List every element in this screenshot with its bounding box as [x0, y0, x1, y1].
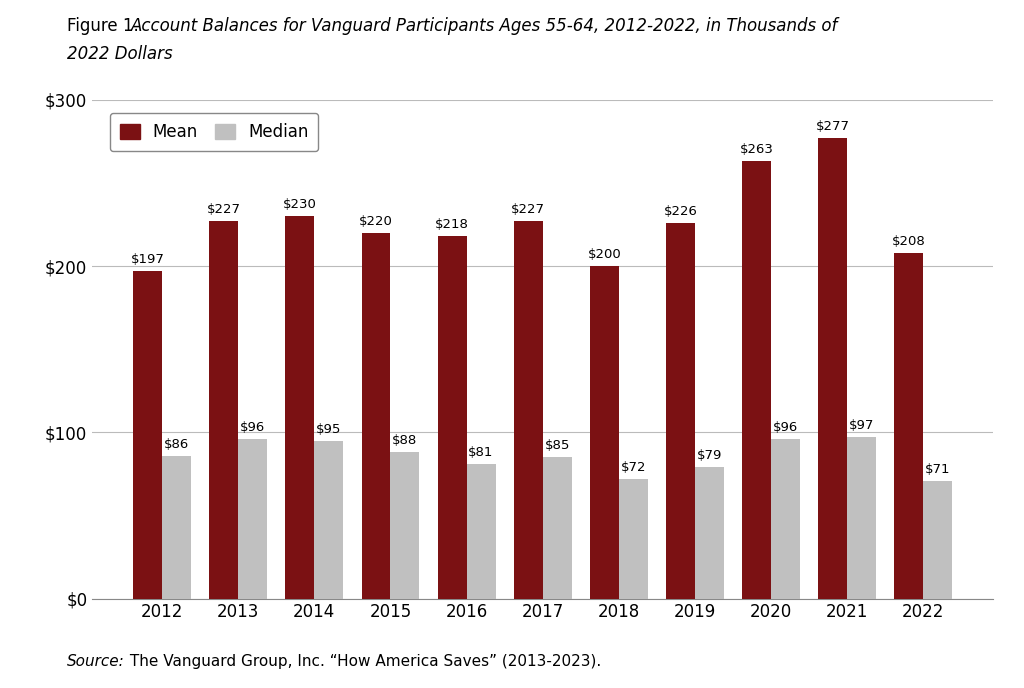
Text: $208: $208 [892, 235, 926, 248]
Bar [618, 479, 648, 599]
Legend: Mean, Median: Mean, Median [110, 113, 318, 151]
Text: $95: $95 [316, 422, 341, 436]
Bar [847, 438, 877, 599]
Bar [894, 252, 924, 599]
Text: $71: $71 [925, 462, 950, 475]
Text: $277: $277 [816, 120, 850, 133]
Bar [239, 439, 267, 599]
Bar [771, 439, 800, 599]
Text: $79: $79 [696, 449, 722, 462]
Text: $86: $86 [164, 438, 189, 451]
Text: Figure 1.: Figure 1. [67, 17, 143, 35]
Text: $96: $96 [773, 421, 799, 434]
Bar [209, 221, 239, 599]
Bar [133, 271, 162, 599]
Text: $226: $226 [664, 205, 697, 218]
Text: $85: $85 [545, 439, 570, 452]
Text: $218: $218 [435, 218, 469, 231]
Text: $97: $97 [849, 419, 874, 432]
Bar [437, 236, 467, 599]
Bar [695, 467, 724, 599]
Text: Source:: Source: [67, 654, 124, 669]
Text: $227: $227 [511, 203, 545, 216]
Text: $230: $230 [283, 198, 316, 211]
Text: $197: $197 [131, 253, 165, 266]
Text: $200: $200 [588, 248, 622, 261]
Bar [666, 223, 695, 599]
Bar [818, 138, 847, 599]
Text: $72: $72 [621, 461, 646, 474]
Text: $263: $263 [739, 143, 773, 156]
Bar [514, 221, 543, 599]
Text: 2022 Dollars: 2022 Dollars [67, 45, 172, 63]
Text: $227: $227 [207, 203, 241, 216]
Bar [286, 216, 314, 599]
Bar [543, 458, 571, 599]
Bar [314, 440, 343, 599]
Text: Account Balances for Vanguard Participants Ages 55-64, 2012-2022, in Thousands o: Account Balances for Vanguard Participan… [131, 17, 839, 35]
Bar [467, 464, 496, 599]
Text: $96: $96 [240, 421, 265, 434]
Bar [162, 455, 191, 599]
Text: The Vanguard Group, Inc. “How America Saves” (2013-2023).: The Vanguard Group, Inc. “How America Sa… [125, 654, 601, 669]
Bar [590, 266, 618, 599]
Text: $88: $88 [392, 434, 418, 447]
Bar [390, 452, 420, 599]
Text: $220: $220 [359, 215, 393, 228]
Bar [742, 161, 771, 599]
Bar [924, 480, 952, 599]
Text: $81: $81 [468, 446, 494, 459]
Bar [361, 233, 390, 599]
